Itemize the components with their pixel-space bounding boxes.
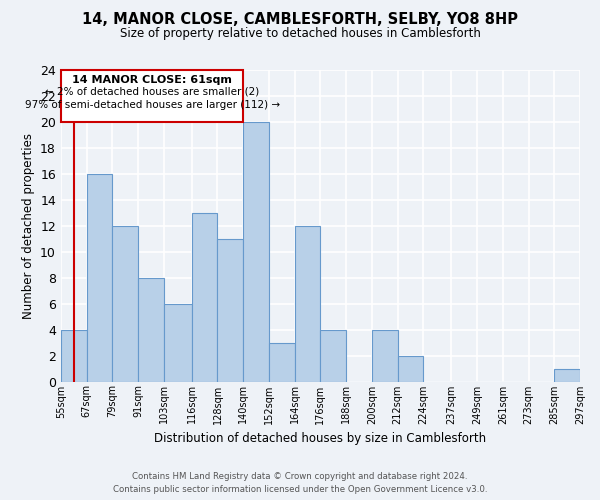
Bar — [243, 122, 269, 382]
Y-axis label: Number of detached properties: Number of detached properties — [22, 133, 35, 319]
Text: Size of property relative to detached houses in Camblesforth: Size of property relative to detached ho… — [119, 28, 481, 40]
X-axis label: Distribution of detached houses by size in Camblesforth: Distribution of detached houses by size … — [154, 432, 487, 445]
FancyBboxPatch shape — [61, 70, 243, 122]
Bar — [164, 304, 192, 382]
Bar — [554, 368, 580, 382]
Bar — [320, 330, 346, 382]
Bar — [112, 226, 138, 382]
Text: Contains HM Land Registry data © Crown copyright and database right 2024.
Contai: Contains HM Land Registry data © Crown c… — [113, 472, 487, 494]
Bar — [398, 356, 424, 382]
Bar — [61, 330, 86, 382]
Text: 14 MANOR CLOSE: 61sqm: 14 MANOR CLOSE: 61sqm — [72, 74, 232, 85]
Bar — [217, 238, 243, 382]
Bar — [269, 342, 295, 382]
Text: 14, MANOR CLOSE, CAMBLESFORTH, SELBY, YO8 8HP: 14, MANOR CLOSE, CAMBLESFORTH, SELBY, YO… — [82, 12, 518, 28]
Bar — [138, 278, 164, 382]
Text: 97% of semi-detached houses are larger (112) →: 97% of semi-detached houses are larger (… — [25, 100, 280, 110]
Bar — [295, 226, 320, 382]
Bar — [372, 330, 398, 382]
Bar — [86, 174, 112, 382]
Text: ← 2% of detached houses are smaller (2): ← 2% of detached houses are smaller (2) — [45, 87, 259, 97]
Bar — [192, 213, 217, 382]
